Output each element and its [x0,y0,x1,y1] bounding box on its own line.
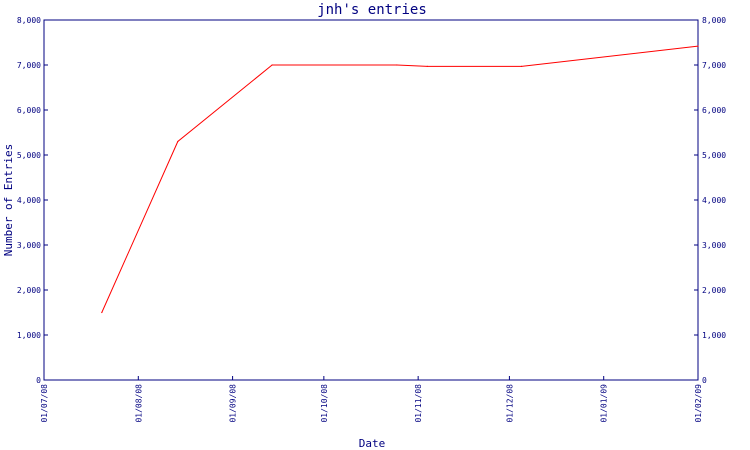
x-axis: 01/07/08 01/08/08 01/09/08 01/10/08 01/11/08… [40,376,703,423]
y-tick-label-left: 4,000 [17,196,41,205]
y-tick-label-left: 2,000 [17,286,41,295]
y-tick-label-right: 2,000 [702,286,726,295]
x-tick-label: 01/08/08 [134,384,143,423]
x-tick-label: 01/09/08 [229,384,238,423]
y-tick-label-right: 1,000 [702,331,726,340]
y-axis-label: Number of Entries [2,144,15,257]
series-layer [101,45,699,314]
y-tick-label-right: 0 [702,376,707,385]
x-tick-label: 01/02/09 [694,384,703,423]
y-tick-label-right: 4,000 [702,196,726,205]
y-tick-label-left: 6,000 [17,106,41,115]
y-tick-label-left: 8,000 [17,16,41,25]
y-tick-label-left: 7,000 [17,61,41,70]
y-tick-label-left: 3,000 [17,241,41,250]
y-tick-label-right: 6,000 [702,106,726,115]
y-tick-label-left: 1,000 [17,331,41,340]
x-tick-label: 01/07/08 [40,384,49,423]
data-point [520,65,523,67]
y-tick-label-right: 5,000 [702,151,726,160]
y-tick-label-left: 5,000 [17,151,41,160]
y-tick-label-right: 7,000 [702,61,726,70]
data-point [426,65,428,67]
data-point [396,64,398,66]
plot-frame [43,19,699,381]
chart-title: jnh's entries [317,2,427,18]
y-tick-label-left: 0 [36,376,41,385]
x-axis-label: Date [359,437,386,450]
y-tick-label-right: 8,000 [702,16,726,25]
data-point [271,64,273,66]
x-tick-label: 01/12/08 [505,384,514,423]
x-tick-label: 01/10/08 [320,384,329,423]
x-tick-label: 01/01/09 [600,384,609,423]
data-point [177,140,179,143]
y-tick-label-right: 3,000 [702,241,726,250]
x-tick-label: 01/11/08 [414,384,423,423]
data-point [697,45,699,47]
data-point [101,311,103,314]
y-axis: 0 0 1,000 1,000 2,000 2,000 3,000 3,000 4,000 4,0… [17,16,726,385]
series-line [101,45,699,313]
